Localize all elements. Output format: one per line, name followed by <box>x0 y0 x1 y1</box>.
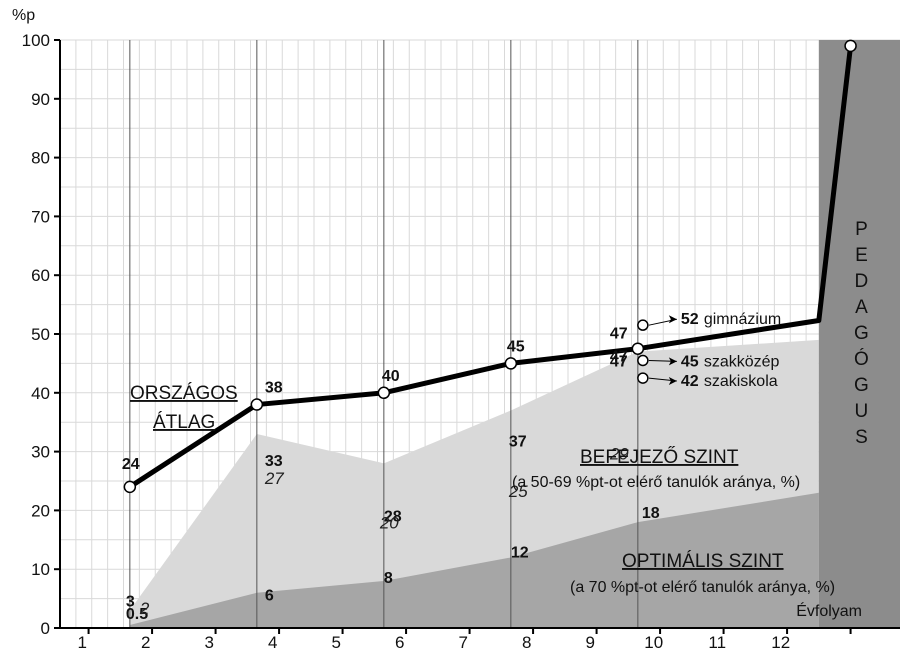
orszagos-atlag-point <box>250 398 264 411</box>
x-tick-label: 6 <box>395 633 404 651</box>
orszagos-atlag-point <box>377 386 391 400</box>
y-tick-label: 10 <box>31 560 50 579</box>
pedagogus-label-char: P <box>855 219 868 240</box>
x-tick-label: 10 <box>644 633 663 651</box>
orszagos-atlag-value: 24 <box>122 456 140 473</box>
orszagos-title-line1: ORSZÁGOS <box>130 383 238 404</box>
optimalis-title: OPTIMÁLIS SZINT <box>622 551 784 572</box>
pedagogus-label-char: A <box>855 297 868 318</box>
x-axis-label: Évfolyam <box>796 601 862 620</box>
orszagos-atlag-point <box>844 39 857 53</box>
pedagogus-bar <box>818 40 900 628</box>
branch-value: 42 <box>681 373 699 390</box>
italic-value-label: 20 <box>379 513 399 532</box>
y-tick-label: 0 <box>41 619 50 638</box>
branch-label: szakközép <box>704 353 780 370</box>
y-tick-label: 60 <box>31 266 50 285</box>
pedagogus-label-char: Ó <box>854 348 869 370</box>
befejezo-szint-value: 3 <box>126 593 135 610</box>
pedagogus-label-char: D <box>855 271 869 292</box>
szakkozep-base-value: 47 <box>610 353 628 370</box>
orszagos-atlag-point <box>123 480 137 494</box>
y-axis-label: %p <box>12 7 35 24</box>
branch-arrowhead <box>668 377 677 386</box>
optimalis-szint-value: 12 <box>511 544 529 561</box>
x-tick-label: 12 <box>771 633 790 651</box>
y-tick-label: 100 <box>22 31 50 50</box>
branch-point <box>637 372 649 384</box>
pedagogus-label-char: U <box>855 401 869 422</box>
orszagos-atlag-value: 38 <box>265 380 283 397</box>
orszagos-title-line2: ÁTLAG <box>153 412 215 433</box>
italic-value-label: 25 <box>508 482 528 501</box>
befejezo-subtitle: (a 50-69 %pt-ot elérő tanulók aránya, %) <box>512 474 800 491</box>
optimalis-szint-value: 8 <box>384 570 393 587</box>
y-tick-label: 80 <box>31 149 50 168</box>
befejezo-title: BEFEJEZŐ SZINT <box>580 446 739 468</box>
italic-value-label: 2 <box>139 599 150 618</box>
y-tick-label: 70 <box>31 207 50 226</box>
befejezo-szint-value: 47 <box>610 349 628 366</box>
y-tick-label: 20 <box>31 501 50 520</box>
y-tick-label: 90 <box>31 90 50 109</box>
italic-value-label: 29 <box>609 444 629 463</box>
y-tick-label: 30 <box>31 443 50 462</box>
branch-value: 52 <box>681 311 699 328</box>
x-tick-label: 5 <box>331 633 340 651</box>
x-tick-label: 2 <box>141 633 150 651</box>
x-tick-label: 9 <box>585 633 594 651</box>
optimalis-szint-area <box>129 492 819 628</box>
orszagos-atlag-value: 47 <box>610 326 628 343</box>
optimalis-szint-value: 0.5 <box>126 606 148 623</box>
pedagogus-label-char: S <box>855 427 868 448</box>
orszagos-atlag-value: 40 <box>382 368 400 385</box>
pedagogus-label-char: E <box>855 245 868 266</box>
branch-label: szakiskola <box>704 373 778 390</box>
pedagogus-label-char: G <box>854 375 869 396</box>
orszagos-atlag-point <box>631 342 645 355</box>
orszagos-atlag-point <box>504 357 518 370</box>
optimalis-szint-value: 6 <box>265 588 274 605</box>
befejezo-szint-value: 37 <box>509 433 527 450</box>
branch-point <box>637 319 649 331</box>
befejezo-szint-value: 28 <box>384 508 402 525</box>
optimalis-subtitle: (a 70 %pt-ot elérő tanulók aránya, %) <box>570 579 835 596</box>
befejezo-szint-value: 33 <box>265 453 283 470</box>
branch-arrowhead <box>668 357 677 366</box>
italic-value-label: 27 <box>264 469 284 488</box>
pedagogus-label-char: G <box>854 323 869 344</box>
x-tick-label: 8 <box>522 633 531 651</box>
optimalis-szint-value: 18 <box>642 505 660 522</box>
x-tick-label: 3 <box>204 633 213 651</box>
x-tick-label: 11 <box>708 633 726 651</box>
orszagos-atlag-value: 45 <box>507 338 525 355</box>
y-tick-label: 50 <box>31 325 50 344</box>
x-tick-label: 1 <box>77 633 86 651</box>
branch-value: 45 <box>681 353 699 370</box>
branch-point <box>637 354 649 367</box>
branch-arrowhead <box>668 315 677 324</box>
branch-label: gimnázium <box>704 311 781 328</box>
x-tick-label: 7 <box>458 633 467 651</box>
x-tick-label: 4 <box>268 633 277 651</box>
y-tick-label: 40 <box>31 384 50 403</box>
